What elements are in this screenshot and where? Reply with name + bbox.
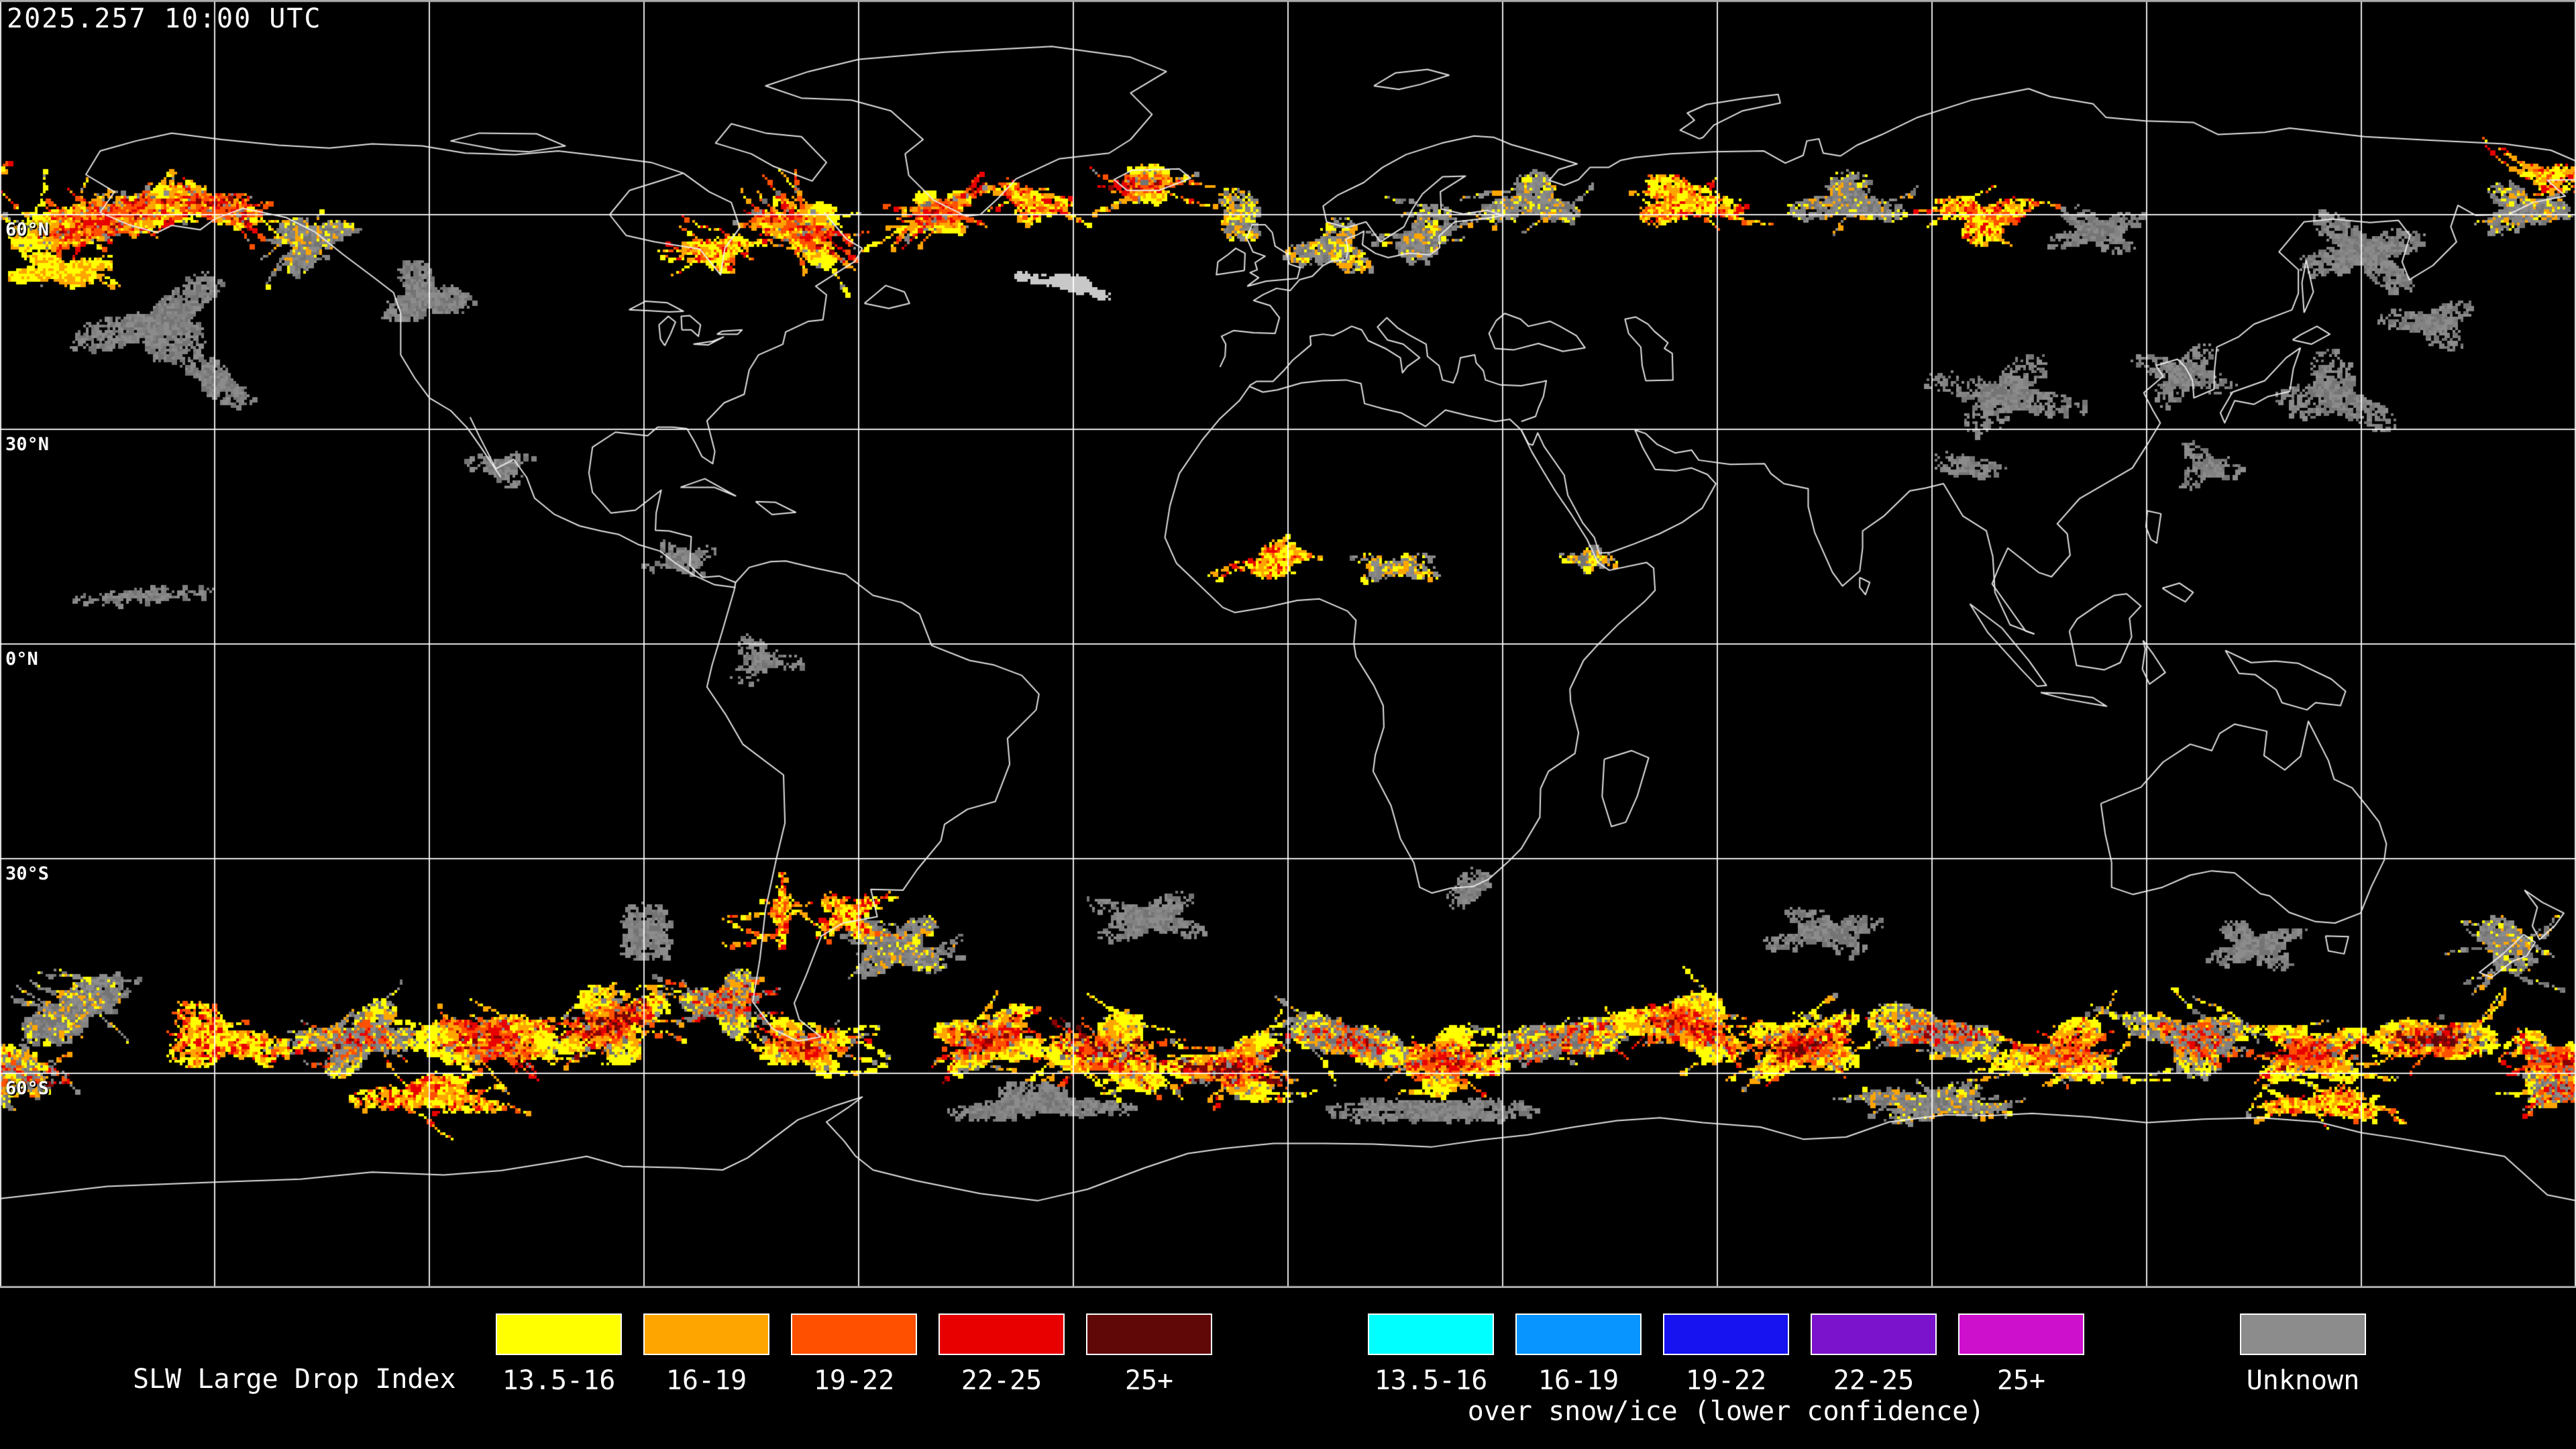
legend-swatch-warm-5	[1086, 1313, 1212, 1355]
legend-swatch-snow-3	[1663, 1313, 1789, 1355]
legend-swatch-snow-5	[1958, 1313, 2084, 1355]
legend-item: Unknown	[2240, 1313, 2366, 1397]
legend-item: 13.5-16	[496, 1313, 622, 1397]
legend-swatch-warm-4	[938, 1313, 1065, 1355]
legend-bin-label: 22-25	[1833, 1365, 1915, 1396]
lat-label-60n: 60°N	[5, 219, 50, 240]
legend-swatch-unknown	[2240, 1313, 2366, 1355]
legend-swatch-warm-3	[791, 1313, 917, 1355]
lat-label-30s: 30°S	[5, 863, 50, 884]
legend-item: 22-25	[938, 1313, 1065, 1397]
legend-swatch-snow-1	[1368, 1313, 1494, 1355]
legend-bar: SLW Large Drop Index 13.5-16 16-19 19-22…	[0, 1288, 2576, 1449]
legend-bin-label: 13.5-16	[502, 1365, 616, 1396]
legend-item: 25+	[1086, 1313, 1212, 1397]
legend-bin-label: 16-19	[665, 1365, 747, 1396]
timestamp: 2025.257 10:00 UTC	[7, 3, 322, 34]
legend-snow-note: over snow/ice (lower confidence)	[1467, 1396, 1985, 1427]
legend-swatch-warm-1	[496, 1313, 622, 1355]
legend-bin-label: 19-22	[1685, 1365, 1767, 1396]
legend-item: 13.5-16	[1368, 1313, 1494, 1397]
legend-item: 16-19	[643, 1313, 769, 1397]
lat-label-60s: 60°S	[5, 1078, 50, 1099]
legend-swatch-warm-2	[643, 1313, 769, 1355]
legend-item: 19-22	[1663, 1313, 1789, 1397]
legend-bin-label: 22-25	[961, 1365, 1042, 1396]
legend-item: 25+	[1958, 1313, 2084, 1397]
legend-bin-label: 25+	[1124, 1365, 1174, 1396]
legend-swatch-snow-4	[1811, 1313, 1937, 1355]
legend-title: SLW Large Drop Index	[133, 1364, 456, 1395]
legend-item: 19-22	[791, 1313, 917, 1397]
legend-item: 22-25	[1811, 1313, 1937, 1397]
legend-bin-label: 16-19	[1538, 1365, 1619, 1396]
lat-label-30n: 30°N	[5, 434, 50, 455]
lat-label-0n: 0°N	[5, 649, 38, 669]
legend-bin-label: 19-22	[813, 1365, 895, 1396]
legend-bin-label: 25+	[1996, 1365, 2046, 1396]
legend-swatch-snow-2	[1515, 1313, 1642, 1355]
legend-bin-label: Unknown	[2246, 1365, 2360, 1396]
world-map-canvas	[0, 0, 2576, 1288]
legend-bin-label: 13.5-16	[1374, 1365, 1488, 1396]
legend-item: 16-19	[1515, 1313, 1642, 1397]
